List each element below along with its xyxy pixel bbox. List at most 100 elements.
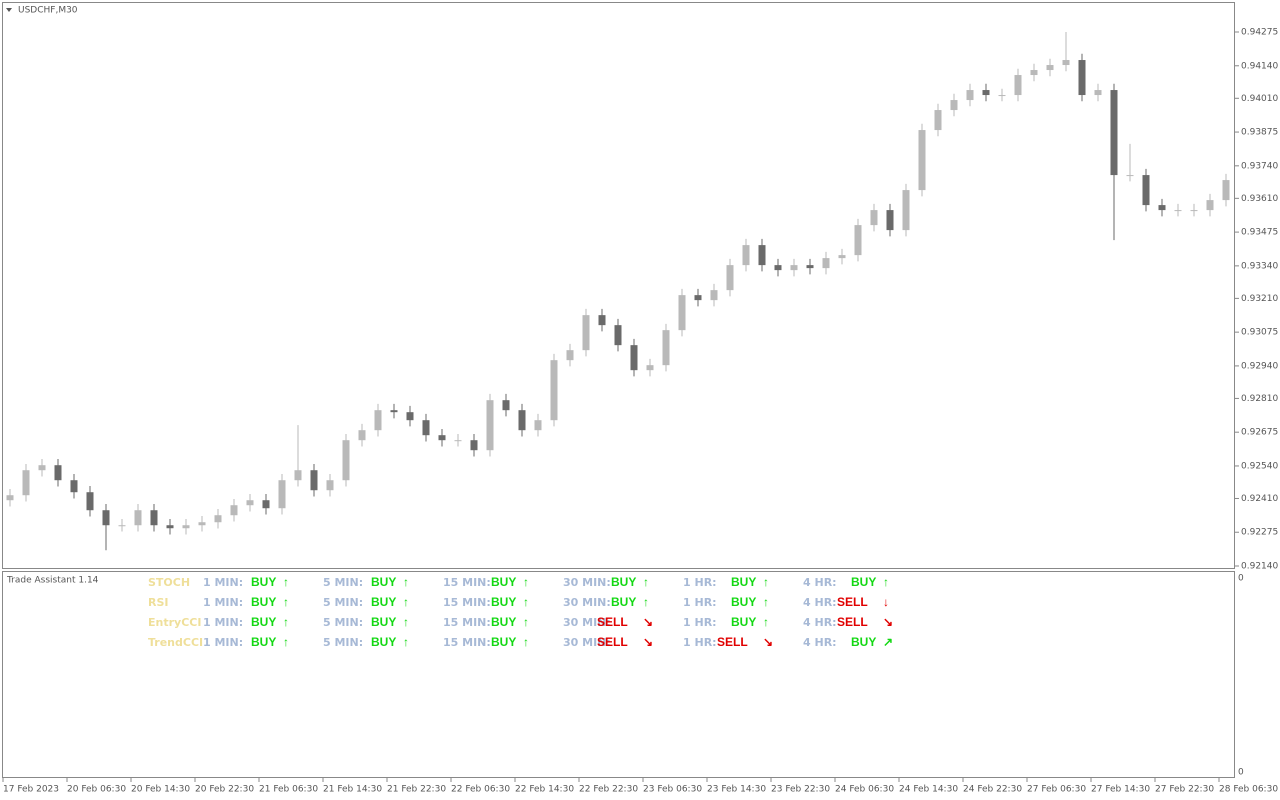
candle-body — [38, 465, 46, 471]
x-tick-label: 24 Feb 14:30 — [899, 785, 958, 795]
candle-body — [230, 505, 238, 516]
candle-body — [630, 345, 638, 371]
signal-arrow: ↑ — [523, 575, 529, 589]
signal-arrow: ↘ — [643, 615, 653, 629]
candle-body — [310, 470, 318, 491]
candle-body — [1110, 90, 1118, 176]
indicator-title: Trade Assistant 1.14 — [6, 576, 99, 586]
signal-label: SELL — [717, 635, 748, 649]
signal-arrow: ↑ — [523, 595, 529, 609]
candle-body — [646, 365, 654, 371]
timeframe-label: 1 MIN: — [203, 596, 243, 609]
y-tick-label: 0.93210 — [1241, 294, 1278, 304]
candle-body — [566, 350, 574, 361]
candle-body — [342, 440, 350, 481]
signal-arrow: ↑ — [283, 615, 289, 629]
x-tick-label: 27 Feb 06:30 — [1027, 785, 1086, 795]
x-tick-label: 21 Feb 22:30 — [387, 785, 446, 795]
indicator-name: STOCH — [148, 576, 190, 589]
indicator-name: EntryCCI — [148, 616, 201, 629]
candle-body — [182, 525, 190, 529]
candle-body — [966, 90, 974, 101]
timeframe-label: 1 HR: — [683, 636, 717, 649]
candle-body — [1062, 60, 1070, 66]
signal-arrow: ↑ — [403, 615, 409, 629]
candle-body — [246, 500, 254, 506]
candle-body — [550, 360, 558, 421]
signal-label: BUY — [371, 575, 396, 589]
candle-body — [918, 130, 926, 191]
signal-label: BUY — [851, 575, 876, 589]
y-tick-label: 0.92140 — [1241, 561, 1278, 571]
candle-body — [502, 400, 510, 411]
candle-body — [1126, 175, 1134, 177]
indicator-name: TrendCCI — [148, 636, 203, 649]
x-tick-label: 27 Feb 14:30 — [1091, 785, 1150, 795]
signal-arrow: ↑ — [403, 575, 409, 589]
candle-body — [1158, 205, 1166, 211]
candle-body — [1014, 75, 1022, 96]
signal-label: BUY — [731, 615, 756, 629]
candle-body — [678, 295, 686, 331]
timeframe-label: 15 MIN: — [443, 636, 491, 649]
candle-body — [742, 245, 750, 266]
x-tick-label: 28 Feb 06:30 — [1219, 785, 1278, 795]
y-tick-label: 0.93475 — [1241, 228, 1278, 238]
y-tick-label: 0.92540 — [1241, 461, 1278, 471]
signal-arrow: ↑ — [643, 575, 649, 589]
candle-body — [902, 190, 910, 231]
timeframe-label: 15 MIN: — [443, 576, 491, 589]
symbol-label: USDCHF,M30 — [18, 6, 78, 16]
signal-label: BUY — [491, 575, 516, 589]
candle-body — [982, 90, 990, 96]
signal-arrow: ↑ — [763, 575, 769, 589]
candle-body — [998, 95, 1006, 97]
candle-body — [950, 100, 958, 111]
y-tick-label: 0.92275 — [1241, 528, 1278, 538]
signal-label: BUY — [491, 595, 516, 609]
candle-body — [102, 510, 110, 526]
x-tick-label: 17 Feb 2023 — [3, 785, 59, 795]
y-tick-label: 0.92810 — [1241, 394, 1278, 404]
candle-body — [70, 480, 78, 493]
indicator-y-tick-label: 0 — [1238, 574, 1244, 584]
candle-body — [822, 258, 830, 269]
candle-body — [1030, 70, 1038, 76]
timeframe-label: 15 MIN: — [443, 596, 491, 609]
candle-body — [118, 525, 126, 527]
candle-body — [1046, 65, 1054, 71]
candle-body — [326, 480, 334, 491]
candle-body — [86, 492, 94, 511]
y-tick-label: 0.93610 — [1241, 194, 1278, 204]
candle-body — [166, 525, 174, 529]
timeframe-label: 5 MIN: — [323, 576, 363, 589]
symbol-menu-icon[interactable] — [6, 8, 12, 12]
y-tick-label: 0.93875 — [1241, 128, 1278, 138]
signal-label: BUY — [251, 595, 276, 609]
signal-label: BUY — [251, 615, 276, 629]
signal-arrow: ↑ — [403, 595, 409, 609]
candle-body — [614, 325, 622, 346]
x-tick-label: 21 Feb 14:30 — [323, 785, 382, 795]
candle-body — [438, 435, 446, 441]
x-tick-label: 27 Feb 22:30 — [1155, 785, 1214, 795]
candle-body — [1094, 90, 1102, 96]
y-tick-label: 0.94275 — [1241, 28, 1278, 38]
candle-body — [454, 440, 462, 442]
signal-label: BUY — [371, 635, 396, 649]
candle-body — [934, 110, 942, 131]
x-tick-label: 23 Feb 14:30 — [707, 785, 766, 795]
candle-body — [1222, 180, 1230, 201]
signal-arrow: ↘ — [883, 615, 893, 629]
timeframe-label: 5 MIN: — [323, 616, 363, 629]
candle-body — [774, 265, 782, 271]
signal-arrow: ↑ — [283, 575, 289, 589]
signal-arrow: ↓ — [883, 595, 889, 609]
signal-label: BUY — [251, 575, 276, 589]
candle-body — [22, 470, 30, 496]
timeframe-label: 5 MIN: — [323, 636, 363, 649]
y-tick-label: 0.92410 — [1241, 494, 1278, 504]
candle-body — [518, 410, 526, 431]
y-tick-label: 0.92675 — [1241, 428, 1278, 438]
